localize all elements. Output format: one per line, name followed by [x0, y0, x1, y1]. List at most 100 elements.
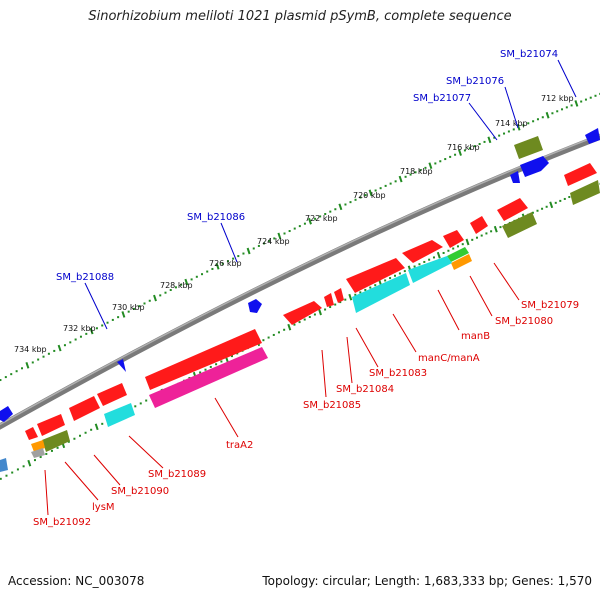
gene-red-right[interactable]	[564, 163, 597, 186]
gene-manC-manA-a[interactable]	[408, 256, 452, 283]
inner-scale-major-tick	[94, 423, 99, 431]
label-sm-b21088[interactable]: SM_b21088	[56, 272, 114, 283]
leader-sm-b21084	[346, 336, 353, 384]
label-sm-b21086[interactable]: SM_b21086	[187, 212, 245, 223]
accession-label: Accession: NC_003078	[8, 574, 145, 588]
outer-scale-minor-tick	[79, 335, 82, 338]
outer-scale-major-tick	[25, 362, 30, 369]
scale-label-728: 728 kbp	[160, 281, 193, 290]
gene-blue-small[interactable]	[510, 171, 520, 183]
inner-scale-major-tick	[436, 251, 441, 259]
outer-scale-minor-tick	[536, 118, 539, 121]
gene-sm-b21077[interactable]	[520, 156, 549, 177]
outer-scale-major-tick	[184, 278, 189, 286]
gene-red-left-c[interactable]	[37, 414, 65, 436]
label-traA2[interactable]: traA2	[226, 440, 253, 451]
gene-sm-b21079[interactable]	[497, 198, 528, 221]
gene-red-small-a[interactable]	[470, 216, 488, 234]
outer-scale-minor-tick	[354, 198, 357, 201]
inner-scale-minor-tick	[204, 368, 207, 371]
outer-scale-minor-tick	[232, 257, 235, 260]
label-sm-b21083[interactable]: SM_b21083	[369, 368, 427, 379]
label-manB[interactable]: manB	[461, 331, 490, 342]
gene-sm-b21089[interactable]	[104, 403, 135, 427]
outer-scale-minor-tick	[498, 134, 501, 137]
outer-scale-minor-tick	[493, 136, 496, 139]
gene-red-mid-a[interactable]	[402, 240, 443, 263]
gene-manC-manA-b[interactable]	[352, 273, 410, 313]
inner-scale-minor-tick	[272, 333, 275, 336]
gene-red-long[interactable]	[145, 329, 262, 390]
label-sm-b21092[interactable]: SM_b21092	[33, 517, 91, 528]
gene-manB[interactable]	[451, 254, 472, 270]
inner-scale-minor-tick	[0, 477, 2, 480]
outer-scale-major-tick	[215, 263, 220, 270]
outer-scale-minor-tick	[37, 358, 40, 361]
inner-scale-minor-tick	[313, 313, 316, 316]
leader-sm-b21076	[504, 86, 519, 129]
gene-manB-green[interactable]	[447, 247, 469, 262]
outer-scale-minor-tick	[4, 376, 7, 379]
gene-sm-b21086[interactable]	[248, 299, 262, 313]
gene-sm-b21083[interactable]	[334, 288, 344, 303]
label-lysM[interactable]: lysM	[92, 502, 115, 513]
outer-scale-minor-tick	[344, 203, 347, 206]
gene-red-left-a[interactable]	[97, 383, 127, 406]
gene-red-mid-b[interactable]	[346, 258, 405, 293]
gene-sm-b21084[interactable]	[324, 293, 334, 307]
outer-scale-minor-tick	[31, 361, 34, 364]
gene-blue-left[interactable]	[0, 406, 13, 422]
gene-sm-b21076[interactable]	[514, 136, 543, 159]
outer-scale-minor-tick	[143, 302, 146, 305]
gene-sm-b21088[interactable]	[117, 359, 126, 372]
inner-scale-minor-tick	[11, 471, 14, 474]
map-title: Sinorhizobium meliloti 1021 plasmid pSym…	[88, 9, 512, 24]
leader-sm-b21080	[469, 275, 493, 317]
label-sm-b21079[interactable]: SM_b21079	[521, 300, 579, 311]
label-sm-b21085[interactable]: SM_b21085	[303, 400, 361, 411]
gene-red-left-b[interactable]	[69, 396, 100, 421]
outer-scale-minor-tick	[507, 130, 510, 133]
outer-scale-minor-tick	[164, 291, 167, 294]
gene-red-left-d[interactable]	[25, 427, 38, 440]
gene-lightblue-left[interactable]	[0, 458, 8, 472]
outer-scale-minor-tick	[444, 158, 447, 161]
label-manC-manA[interactable]: manC/manA	[418, 353, 480, 364]
scale-label-726: 726 kbp	[209, 259, 242, 268]
inner-scale-minor-tick	[432, 256, 435, 259]
inner-scale-minor-tick	[16, 468, 19, 471]
inner-scale-minor-tick	[90, 428, 93, 431]
gene-sm-b21085[interactable]	[283, 301, 322, 325]
label-sm-b21076[interactable]: SM_b21076	[446, 76, 504, 87]
label-sm-b21089[interactable]: SM_b21089	[148, 469, 206, 480]
gene-sm-b21080[interactable]	[502, 212, 537, 238]
inner-scale-minor-tick	[298, 321, 301, 324]
inner-scale-major-tick	[465, 238, 470, 246]
outer-scale-minor-tick	[389, 182, 392, 185]
inner-scale-minor-tick	[145, 399, 148, 402]
outer-scale-minor-tick	[589, 96, 592, 99]
outer-scale-major-tick	[428, 162, 433, 169]
gene-traA2[interactable]	[149, 347, 268, 408]
leader-traA2	[214, 397, 239, 438]
label-sm-b21084[interactable]: SM_b21084	[336, 384, 394, 395]
gene-olive-right[interactable]	[570, 180, 600, 205]
label-sm-b21077[interactable]: SM_b21077	[413, 93, 471, 104]
gene-sm-b21092[interactable]	[31, 448, 45, 458]
outer-scale-minor-tick	[329, 210, 332, 213]
outer-scale-minor-tick	[69, 341, 72, 344]
inner-scale-minor-tick	[423, 260, 426, 263]
outer-scale-major-tick	[246, 247, 251, 255]
inner-scale-minor-tick	[334, 303, 337, 306]
gene-sm-b21074[interactable]	[585, 128, 600, 144]
label-sm-b21090[interactable]: SM_b21090	[111, 486, 169, 497]
gene-red-small-b[interactable]	[443, 230, 464, 248]
outer-scale-major-tick	[516, 124, 521, 131]
label-sm-b21080[interactable]: SM_b21080	[495, 316, 553, 327]
inner-scale-minor-tick	[33, 459, 36, 462]
outer-scale-minor-tick	[148, 299, 151, 302]
outer-scale-minor-tick	[15, 370, 18, 373]
label-sm-b21074[interactable]: SM_b21074	[500, 49, 558, 60]
gene-sm-b21090[interactable]	[42, 430, 70, 452]
